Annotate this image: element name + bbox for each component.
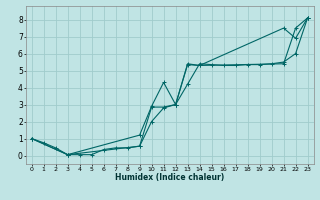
X-axis label: Humidex (Indice chaleur): Humidex (Indice chaleur) [115,173,224,182]
